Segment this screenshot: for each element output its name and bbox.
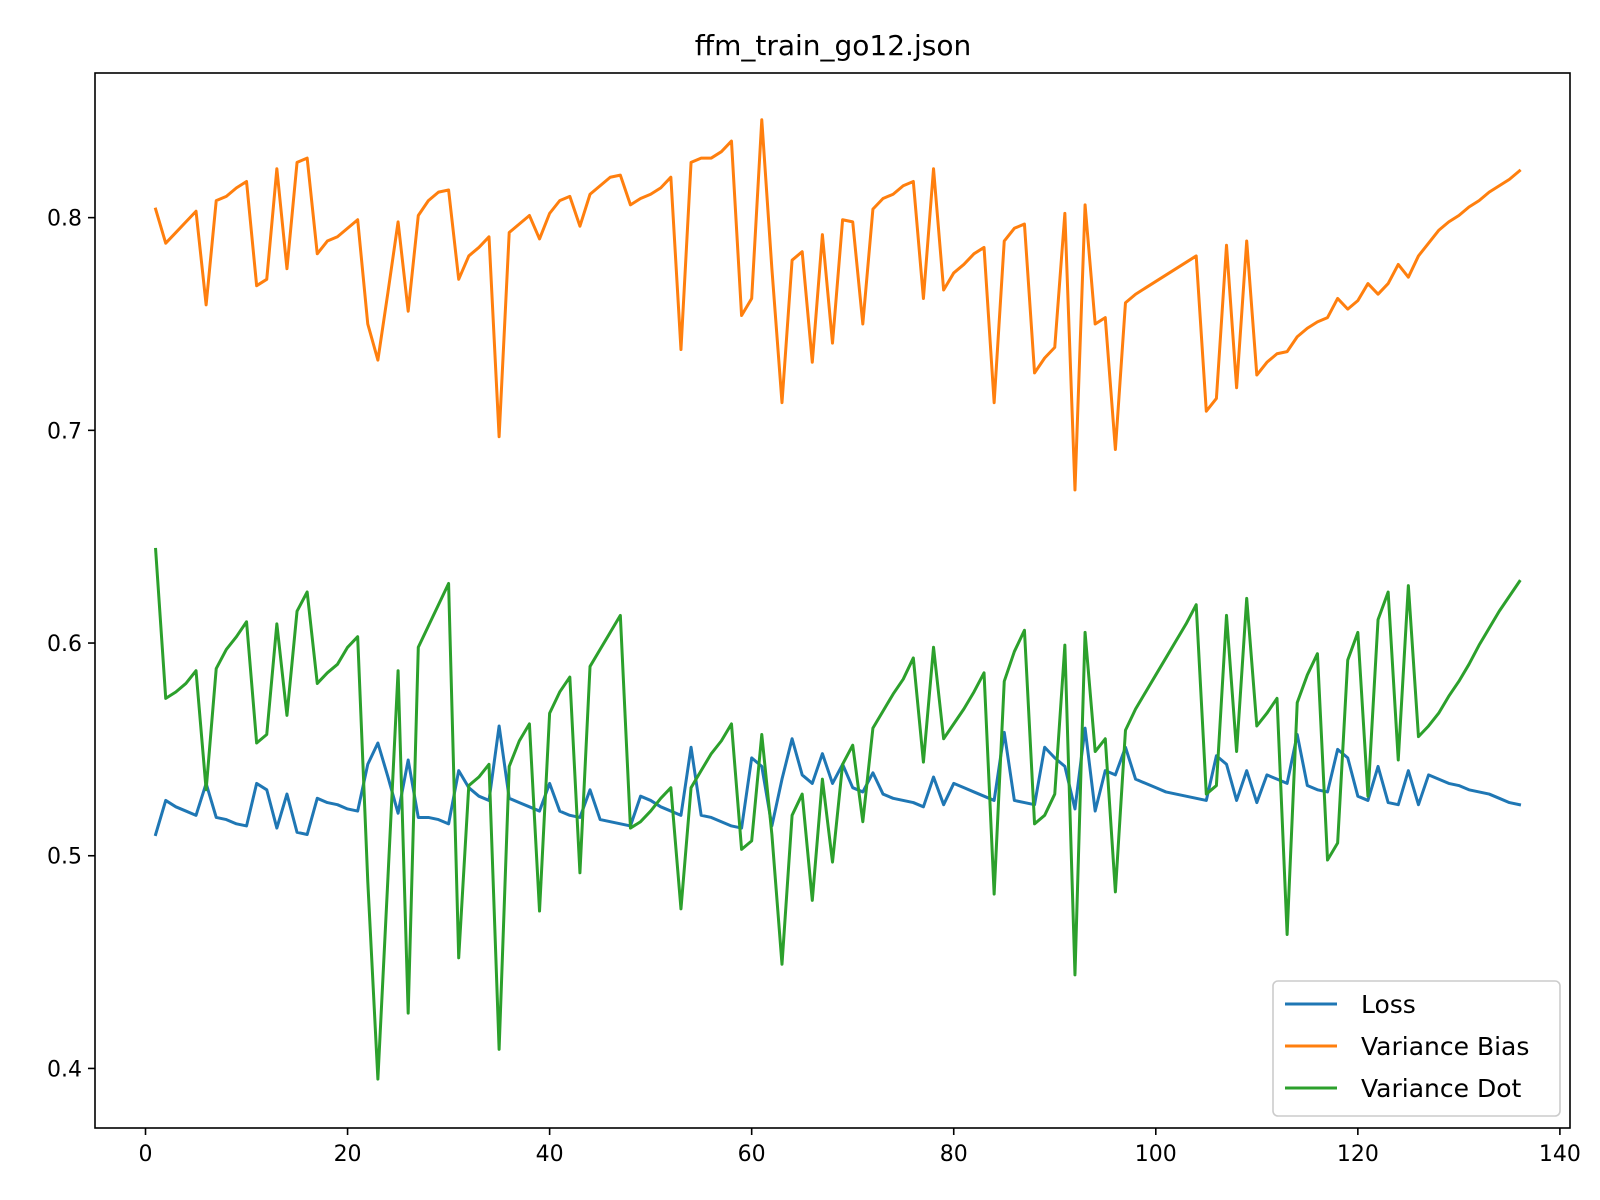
y-tick-label: 0.4 — [47, 1057, 82, 1082]
x-axis: 0 20 40 60 80 100 120 140 — [139, 1128, 1581, 1167]
x-tick-label: 40 — [536, 1142, 564, 1167]
y-tick-label: 0.6 — [47, 632, 82, 657]
x-tick-label: 120 — [1337, 1142, 1379, 1167]
x-tick-label: 0 — [139, 1142, 153, 1167]
y-tick-label: 0.7 — [47, 419, 82, 444]
y-tick-label: 0.5 — [47, 845, 82, 870]
series-layer — [153, 118, 1522, 1081]
x-tick-label: 80 — [940, 1142, 968, 1167]
plot-area-frame — [94, 72, 1571, 1129]
x-tick-label: 60 — [738, 1142, 766, 1167]
legend-box — [1272, 980, 1561, 1117]
chart-title: ffm_train_go12.json — [695, 29, 971, 62]
legend-label: Variance Bias — [1361, 1032, 1529, 1061]
legend-label: Variance Dot — [1361, 1074, 1521, 1103]
y-tick-label: 0.8 — [47, 207, 82, 232]
y-axis: 0.4 0.5 0.6 0.7 0.8 — [47, 207, 95, 1082]
legend: Loss Variance Bias Variance Dot — [1272, 980, 1561, 1117]
series-line-variance-dot — [154, 547, 1522, 1081]
series-line-variance-bias — [153, 118, 1522, 492]
x-tick-label: 100 — [1135, 1142, 1177, 1167]
legend-label: Loss — [1361, 990, 1416, 1019]
x-tick-label: 140 — [1539, 1142, 1581, 1167]
series-line-loss — [153, 724, 1522, 837]
x-tick-label: 20 — [334, 1142, 362, 1167]
